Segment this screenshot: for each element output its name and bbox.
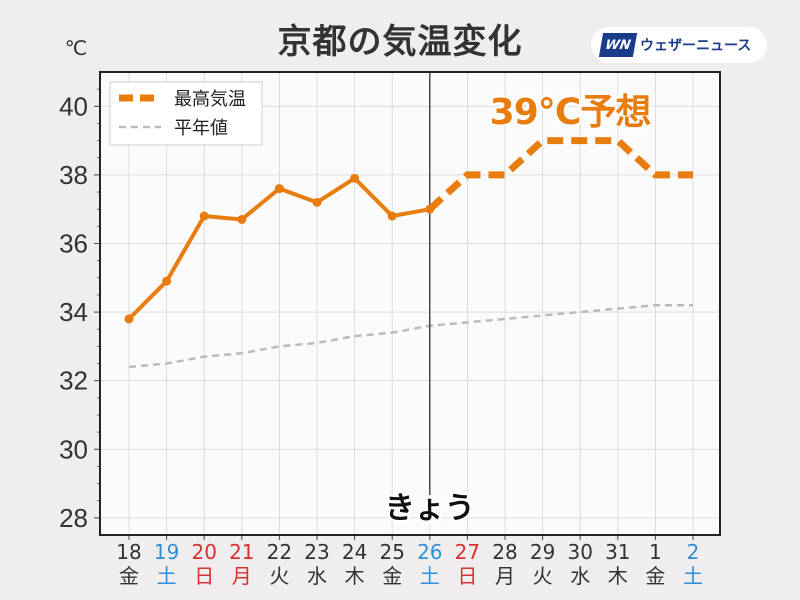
y-tick-label: 30	[59, 434, 88, 464]
x-tick-day: 30	[567, 540, 592, 564]
data-point	[124, 314, 134, 324]
x-tick-weekday: 土	[157, 564, 177, 588]
x-tick-weekday: 金	[119, 564, 139, 588]
forecast-annotation: 39℃予想	[490, 92, 652, 133]
x-tick-weekday: 金	[382, 564, 402, 588]
x-tick-day: 2	[687, 540, 700, 564]
chart-title: 京都の気温変化	[277, 22, 523, 62]
x-tick-day: 31	[605, 540, 630, 564]
y-tick-label: 32	[59, 366, 88, 396]
series-normal-line	[128, 303, 693, 369]
data-point	[387, 211, 397, 221]
y-tick-label: 28	[59, 503, 88, 533]
data-point	[237, 214, 247, 224]
x-tick-day: 22	[267, 540, 292, 564]
x-tick-day: 27	[455, 540, 480, 564]
today-label: きょう	[385, 491, 475, 526]
x-tick-day: 24	[342, 540, 367, 564]
data-point	[274, 184, 284, 194]
data-point	[312, 197, 322, 207]
y-unit-label: ℃	[65, 36, 87, 60]
x-tick-weekday: 水	[570, 564, 590, 588]
x-tick-weekday: 火	[533, 564, 553, 588]
data-point	[199, 211, 209, 221]
legend-box	[109, 81, 263, 146]
x-tick-weekday: 月	[232, 564, 252, 588]
x-tick-day: 20	[191, 540, 216, 564]
plot-frame	[99, 71, 721, 536]
plot-area	[100, 72, 720, 535]
x-tick-weekday: 木	[345, 564, 365, 588]
x-tick-day: 19	[154, 540, 179, 564]
x-tick-weekday: 日	[457, 564, 477, 588]
x-tick-weekday: 月	[495, 564, 515, 588]
x-tick-weekday: 金	[645, 564, 665, 588]
legend-normal-label: 平年値	[174, 118, 228, 139]
x-tick-day: 28	[492, 540, 517, 564]
legend-max-label: 最高気温	[174, 89, 246, 110]
logo-text: ウェザーニュース	[640, 38, 752, 54]
x-tick-day: 1	[649, 540, 662, 564]
x-tick-day: 26	[417, 540, 442, 564]
x-tick-day: 18	[116, 540, 141, 564]
y-tick-label: 38	[59, 160, 88, 190]
x-tick-weekday: 土	[420, 564, 440, 588]
x-tick-day: 29	[530, 540, 555, 564]
y-tick-label: 40	[59, 91, 88, 121]
x-tick-day: 21	[229, 540, 254, 564]
weathernews-logo: WN ウェザーニュース	[591, 27, 767, 63]
data-point	[350, 173, 360, 183]
x-tick-weekday: 土	[683, 564, 703, 588]
x-tick-day: 25	[379, 540, 404, 564]
x-tick-weekday: 日	[194, 564, 214, 588]
x-tick-weekday: 水	[307, 564, 327, 588]
x-tick-day: 23	[304, 540, 329, 564]
series-max-forecast-line	[427, 137, 693, 212]
y-tick-label: 36	[59, 228, 88, 258]
x-tick-weekday: 木	[608, 564, 628, 588]
y-tick-label: 34	[59, 297, 88, 327]
x-tick-weekday: 火	[269, 564, 289, 588]
data-point	[162, 276, 172, 286]
